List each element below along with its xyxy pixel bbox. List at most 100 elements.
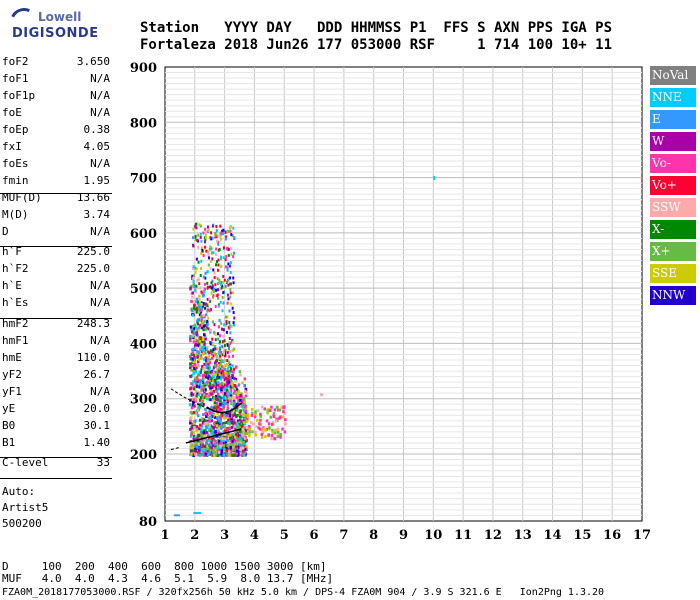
echo-point <box>221 284 224 288</box>
ionogram-chart: 1 2 3 4 5 6 7 8 9 10 11 12 13 14 15 16 17802003004005006… <box>130 61 651 543</box>
echo-point <box>220 374 223 378</box>
echo-point <box>191 274 194 278</box>
echo-point <box>222 334 225 338</box>
echo-point <box>243 405 247 409</box>
echo-point <box>192 280 195 284</box>
echo-point <box>197 277 200 281</box>
echo-point <box>235 396 239 400</box>
echo-point <box>194 224 197 228</box>
echo-point <box>248 427 252 431</box>
echo-point <box>193 323 197 327</box>
param-row-11: h`F 225.0 <box>2 243 110 260</box>
echo-point <box>231 370 234 374</box>
echo-point <box>232 311 235 315</box>
echo-point <box>216 234 219 238</box>
echo-point <box>200 389 203 393</box>
echo-point <box>193 327 196 331</box>
echo-point <box>217 363 220 367</box>
echo-point <box>218 278 221 282</box>
echo-point <box>194 419 197 423</box>
echo-point <box>203 419 207 423</box>
echo-point <box>189 393 193 397</box>
echo-point <box>219 280 222 284</box>
echo-point <box>231 364 234 368</box>
echo-point <box>206 421 209 425</box>
echo-point <box>202 253 205 257</box>
echo-point <box>217 332 220 336</box>
echo-point <box>191 383 195 387</box>
echo-point <box>189 445 192 449</box>
echo-point <box>200 379 203 383</box>
echo-point <box>221 232 224 236</box>
echo-point <box>188 403 192 407</box>
param-row-20: yE 20.0 <box>2 400 110 417</box>
param-value: 3.74 <box>83 208 111 221</box>
echo-point <box>203 368 206 372</box>
echo-point <box>212 367 215 371</box>
echo-point <box>217 432 221 436</box>
echo-point <box>206 319 209 323</box>
echo-point <box>268 409 272 413</box>
echo-point <box>208 409 211 413</box>
echo-point <box>213 406 216 410</box>
param-separator <box>0 457 112 458</box>
echo-point <box>200 267 203 271</box>
param-value: 225.0 <box>76 262 110 275</box>
echo-point <box>215 390 219 394</box>
echo-point <box>211 279 214 283</box>
echo-point <box>215 402 219 406</box>
echo-point <box>212 354 215 358</box>
echo-point <box>200 387 203 391</box>
echo-point <box>220 255 223 259</box>
echo-point <box>213 421 216 425</box>
echo-point <box>219 224 222 228</box>
echo-point <box>192 398 196 402</box>
echo-point <box>270 422 274 426</box>
echo-point <box>191 309 194 313</box>
echo-point <box>229 383 233 387</box>
echo-point <box>230 324 233 328</box>
legend-item-x: X- <box>650 220 696 239</box>
echo-point <box>192 332 195 336</box>
echo-point <box>208 419 212 423</box>
echo-point <box>199 403 202 407</box>
echo-point <box>192 369 196 373</box>
echo-point <box>226 431 230 435</box>
echo-point <box>209 266 212 270</box>
echo-point <box>259 412 262 416</box>
echo-point <box>201 385 204 389</box>
echo-point <box>240 392 243 396</box>
echo-point <box>198 294 201 298</box>
param-row-13: h`E N/A <box>2 277 110 294</box>
echo-point <box>230 439 233 443</box>
echo-point <box>195 346 198 350</box>
echo-point <box>200 448 204 452</box>
echo-point <box>201 438 205 442</box>
echo-point <box>194 238 197 242</box>
echo-point <box>276 427 280 431</box>
echo-point <box>228 276 231 280</box>
param-row-22: B1 1.40 <box>2 434 110 451</box>
echo-point <box>201 383 204 387</box>
echo-point <box>216 376 219 380</box>
y-tick-label: 300 <box>130 393 157 408</box>
echo-point <box>225 433 229 437</box>
legend-item-sse: SSE <box>650 264 696 283</box>
echo-point <box>229 295 232 299</box>
echo-point <box>245 426 249 430</box>
echo-point <box>195 445 199 449</box>
echo-point <box>217 242 220 246</box>
echo-point <box>216 411 219 415</box>
echo-point <box>214 446 217 450</box>
param-value: N/A <box>90 279 110 292</box>
param-row-6: foEs N/A <box>2 155 110 172</box>
echo-point <box>196 318 200 322</box>
y-tick-label: 700 <box>130 172 157 187</box>
echo-point <box>205 375 208 379</box>
echo-point <box>235 452 238 456</box>
param-row-16: hmF1 N/A <box>2 332 110 349</box>
echo-point <box>204 407 207 411</box>
echo-point <box>197 439 200 443</box>
echo-point <box>188 355 192 359</box>
echo-point <box>248 434 251 438</box>
